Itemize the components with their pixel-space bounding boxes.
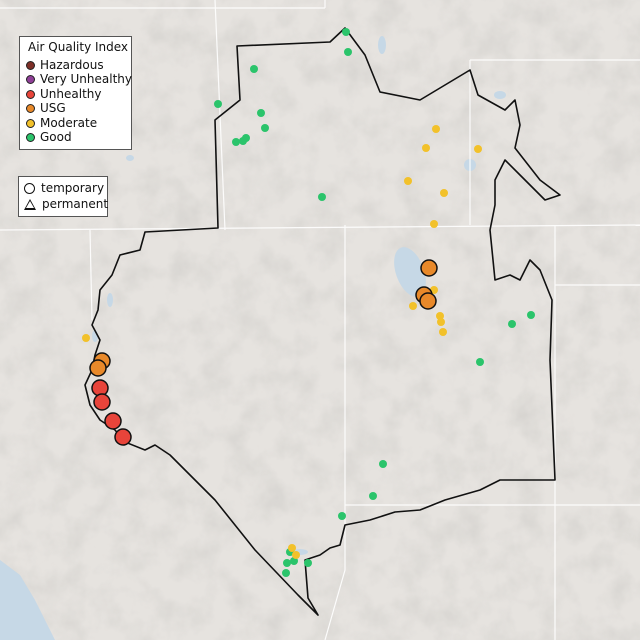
ocean [0, 560, 55, 640]
monitor-site-usg[interactable] [420, 259, 438, 277]
great-salt-lake [394, 247, 426, 297]
legend-label: Good [40, 130, 72, 144]
monitor-site-moderate[interactable] [409, 302, 417, 310]
legend-title: Air Quality Index [28, 40, 129, 54]
pyramid-lake [107, 293, 113, 307]
legend-row-unhealthy: Unhealthy [26, 87, 101, 101]
legend-label: Moderate [40, 116, 98, 130]
triangle-icon [24, 198, 36, 210]
monitor-sites [82, 28, 535, 577]
monitor-site-moderate[interactable] [474, 145, 482, 153]
monitor-site-good[interactable] [257, 109, 265, 117]
monitor-site-moderate[interactable] [404, 177, 412, 185]
legend-row-temporary: temporary [24, 181, 104, 195]
monitor-site-good[interactable] [369, 492, 377, 500]
flathead-lake [378, 36, 386, 54]
monitor-site-unhealthy[interactable] [114, 428, 132, 446]
legend-label: Unhealthy [40, 87, 102, 101]
swatch-unhealthy [26, 89, 35, 99]
legend-label: permanent [42, 197, 109, 211]
monitor-site-good[interactable] [342, 28, 350, 36]
legend-label: Hazardous [40, 58, 104, 72]
monitor-site-good[interactable] [239, 137, 247, 145]
monitor-site-moderate[interactable] [439, 328, 447, 336]
monitor-site-good[interactable] [508, 320, 516, 328]
aqi-legend: Air Quality Index Hazardous Very Unhealt… [19, 36, 132, 150]
legend-row-good: Good [26, 130, 72, 144]
legend-row-very-unhealthy: Very Unhealthy [26, 72, 132, 86]
swatch-very-unhealthy [26, 74, 35, 84]
monitor-site-good[interactable] [338, 512, 346, 520]
monitor-site-moderate[interactable] [432, 125, 440, 133]
monitor-site-good[interactable] [283, 559, 291, 567]
monitor-site-moderate[interactable] [430, 220, 438, 228]
region-boundary [84, 27, 561, 616]
monitor-site-good[interactable] [476, 358, 484, 366]
monitor-site-good[interactable] [318, 193, 326, 201]
monitor-site-moderate[interactable] [440, 189, 448, 197]
monitor-site-good[interactable] [250, 65, 258, 73]
circle-icon [24, 182, 35, 194]
swatch-usg [26, 103, 35, 113]
monitor-site-unhealthy[interactable] [104, 412, 122, 430]
legend-label: temporary [41, 181, 105, 195]
monitor-site-good[interactable] [261, 124, 269, 132]
monitor-site-moderate[interactable] [288, 544, 296, 552]
monitor-type-legend: temporary permanent [18, 176, 108, 217]
monitor-site-usg[interactable] [419, 292, 437, 310]
monitor-site-moderate[interactable] [82, 334, 90, 342]
swatch-good [26, 132, 35, 142]
monitor-site-moderate[interactable] [422, 144, 430, 152]
legend-label: Very Unhealthy [40, 72, 132, 86]
monitor-site-good[interactable] [379, 460, 387, 468]
monitor-site-good[interactable] [344, 48, 352, 56]
monitor-site-usg[interactable] [89, 359, 107, 377]
swatch-moderate [26, 118, 35, 128]
lake-small-2 [494, 91, 506, 99]
legend-label: USG [40, 101, 66, 115]
legend-row-hazardous: Hazardous [26, 58, 104, 72]
swatch-hazardous [26, 60, 35, 70]
monitor-site-good[interactable] [232, 138, 240, 146]
lake-small-1 [126, 155, 134, 161]
monitor-site-unhealthy[interactable] [93, 393, 111, 411]
legend-row-permanent: permanent [24, 197, 108, 211]
monitor-site-good[interactable] [304, 559, 312, 567]
legend-row-usg: USG [26, 101, 66, 115]
monitor-site-good[interactable] [527, 311, 535, 319]
monitor-site-good[interactable] [282, 569, 290, 577]
monitor-site-moderate[interactable] [437, 318, 445, 326]
monitor-site-moderate[interactable] [436, 312, 444, 320]
monitor-site-moderate[interactable] [292, 551, 300, 559]
monitor-site-good[interactable] [214, 100, 222, 108]
legend-row-moderate: Moderate [26, 116, 97, 130]
